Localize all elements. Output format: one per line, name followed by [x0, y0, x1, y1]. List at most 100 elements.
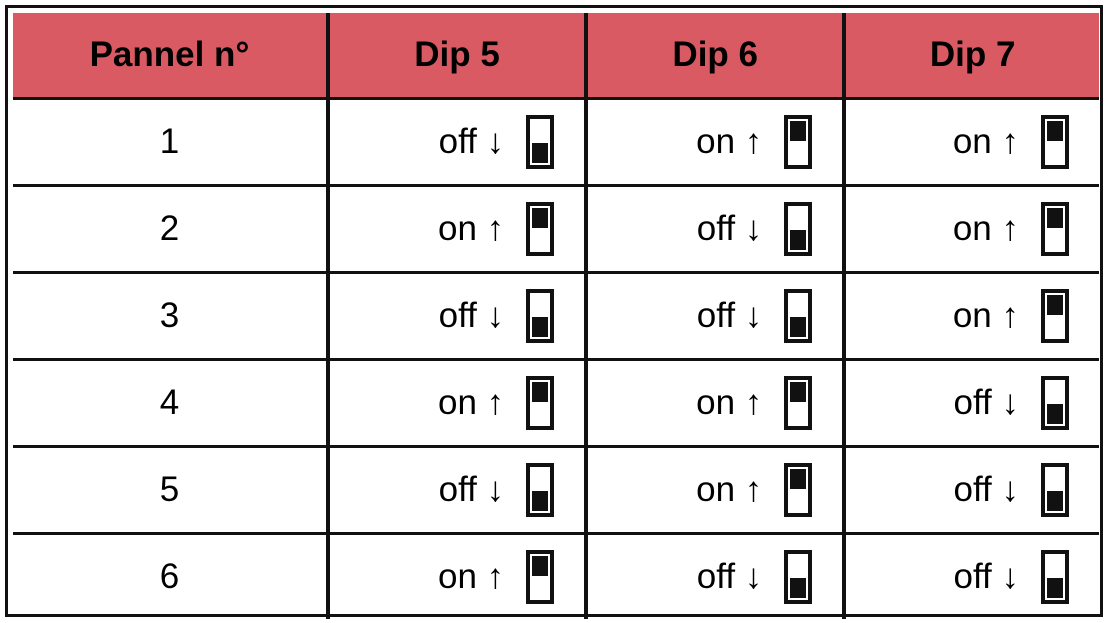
panel-number: 5 — [13, 446, 330, 535]
column-header: Dip 7 — [844, 13, 1099, 100]
switch-knob — [790, 121, 807, 141]
switch-knob — [790, 230, 807, 250]
dip-cell: on ↑ — [328, 359, 589, 448]
dip-switch-off-icon — [526, 115, 555, 169]
switch-knob — [1047, 208, 1063, 228]
dip-state-label: off ↓ — [696, 296, 763, 335]
switch-knob — [1047, 491, 1063, 511]
dip-state-label: off ↓ — [438, 296, 505, 335]
switch-knob — [532, 491, 549, 511]
dip-switch-on-icon — [526, 202, 555, 256]
dip-setting: on ↑ — [846, 202, 1099, 256]
dip-cell: off ↓ — [328, 446, 589, 535]
dip-state-label: off ↓ — [953, 557, 1019, 596]
dip-state-label: off ↓ — [953, 470, 1019, 509]
table-row: 1 off ↓ on ↑ on ↑ — [13, 98, 1099, 187]
switch-knob — [790, 382, 807, 402]
dip-cell: off ↓ — [844, 446, 1099, 535]
dip-state-label: on ↑ — [952, 122, 1019, 161]
dip-state-label: on ↑ — [952, 209, 1019, 248]
dip-state-label: off ↓ — [438, 122, 505, 161]
dip-state-label: on ↑ — [696, 122, 763, 161]
dip-cell: off ↓ — [328, 98, 589, 187]
dip-cell: on ↑ — [844, 98, 1099, 187]
dip-switch-off-icon — [526, 289, 555, 343]
dip-cell: on ↑ — [586, 98, 847, 187]
dip-setting: off ↓ — [588, 289, 842, 343]
dip-switch-off-icon — [1041, 550, 1069, 604]
dip-switch-off-icon — [526, 463, 555, 517]
dip-state-label: on ↑ — [696, 470, 763, 509]
dip-switch-on-icon — [526, 550, 555, 604]
table-row: 2 on ↑ off ↓ on ↑ — [13, 185, 1099, 274]
dip-cell: on ↑ — [328, 533, 589, 619]
dip-setting: on ↑ — [330, 202, 584, 256]
panel-number: 6 — [13, 533, 330, 619]
dip-cell: on ↑ — [586, 359, 847, 448]
dip-setting: off ↓ — [330, 115, 584, 169]
dip-cell: off ↓ — [586, 185, 847, 274]
dip-cell: on ↑ — [844, 185, 1099, 274]
switch-knob — [1047, 578, 1063, 598]
dip-setting: on ↑ — [588, 376, 842, 430]
dip-setting: off ↓ — [330, 289, 584, 343]
dip-setting: on ↑ — [588, 115, 842, 169]
column-header: Dip 5 — [328, 13, 589, 100]
dip-switch-on-icon — [1041, 289, 1069, 343]
dip-state-label: off ↓ — [953, 383, 1019, 422]
panel-number: 2 — [13, 185, 330, 274]
panel-number: 3 — [13, 272, 330, 361]
table-row: 5 off ↓ on ↑ off ↓ — [13, 446, 1099, 535]
dip-setting: on ↑ — [330, 550, 584, 604]
dip-state-label: on ↑ — [696, 383, 763, 422]
dip-switch-off-icon — [784, 289, 813, 343]
dip-state-label: on ↑ — [437, 383, 505, 422]
column-header: Dip 6 — [586, 13, 847, 100]
dip-switch-on-icon — [526, 376, 555, 430]
dip-cell: on ↑ — [328, 185, 589, 274]
dip-switch-off-icon — [1041, 376, 1069, 430]
dip-cell: off ↓ — [586, 533, 847, 619]
dip-switch-on-icon — [784, 463, 813, 517]
panel-number: 4 — [13, 359, 330, 448]
dip-switch-off-icon — [784, 550, 813, 604]
header-row: Pannel n° Dip 5 Dip 6 Dip 7 — [13, 13, 1099, 100]
dip-state-label: on ↑ — [437, 557, 505, 596]
switch-knob — [1047, 121, 1063, 141]
switch-knob — [532, 317, 549, 337]
dip-setting: off ↓ — [846, 463, 1099, 517]
dip-cell: off ↓ — [844, 534, 1099, 620]
dip-switch-off-icon — [784, 202, 813, 256]
switch-knob — [1047, 404, 1063, 424]
switch-knob — [532, 556, 549, 576]
dip-cell: on ↑ — [586, 446, 847, 535]
dip-state-label: off ↓ — [696, 209, 763, 248]
column-header: Pannel n° — [13, 13, 330, 100]
dip-setting: off ↓ — [588, 202, 842, 256]
dip-switch-on-icon — [1041, 115, 1069, 169]
dip-cell: off ↓ — [328, 272, 589, 361]
dip-state-label: off ↓ — [696, 557, 763, 596]
dip-setting: on ↑ — [330, 376, 584, 430]
switch-knob — [532, 382, 549, 402]
table-row: 6 on ↑ off ↓ off ↓ — [13, 533, 1099, 620]
dip-setting: off ↓ — [846, 550, 1099, 604]
dip-state-label: on ↑ — [437, 209, 505, 248]
switch-knob — [790, 578, 807, 598]
dip-setting: on ↑ — [846, 115, 1099, 169]
switch-knob — [790, 469, 807, 489]
table-row: 4 on ↑ on ↑ off ↓ — [13, 359, 1099, 448]
dip-switch-on-icon — [784, 115, 813, 169]
panel-number: 1 — [13, 98, 330, 187]
switch-knob — [1047, 295, 1063, 315]
dip-setting: off ↓ — [588, 550, 842, 604]
dip-setting: on ↑ — [846, 289, 1099, 343]
dip-switch-on-icon — [1041, 202, 1069, 256]
dip-cell: off ↓ — [844, 359, 1099, 448]
switch-knob — [532, 208, 549, 228]
dip-switch-off-icon — [1041, 463, 1069, 517]
switch-knob — [790, 317, 807, 337]
dip-setting: on ↑ — [588, 463, 842, 517]
dip-cell: on ↑ — [844, 272, 1099, 361]
dip-state-label: on ↑ — [952, 296, 1019, 335]
